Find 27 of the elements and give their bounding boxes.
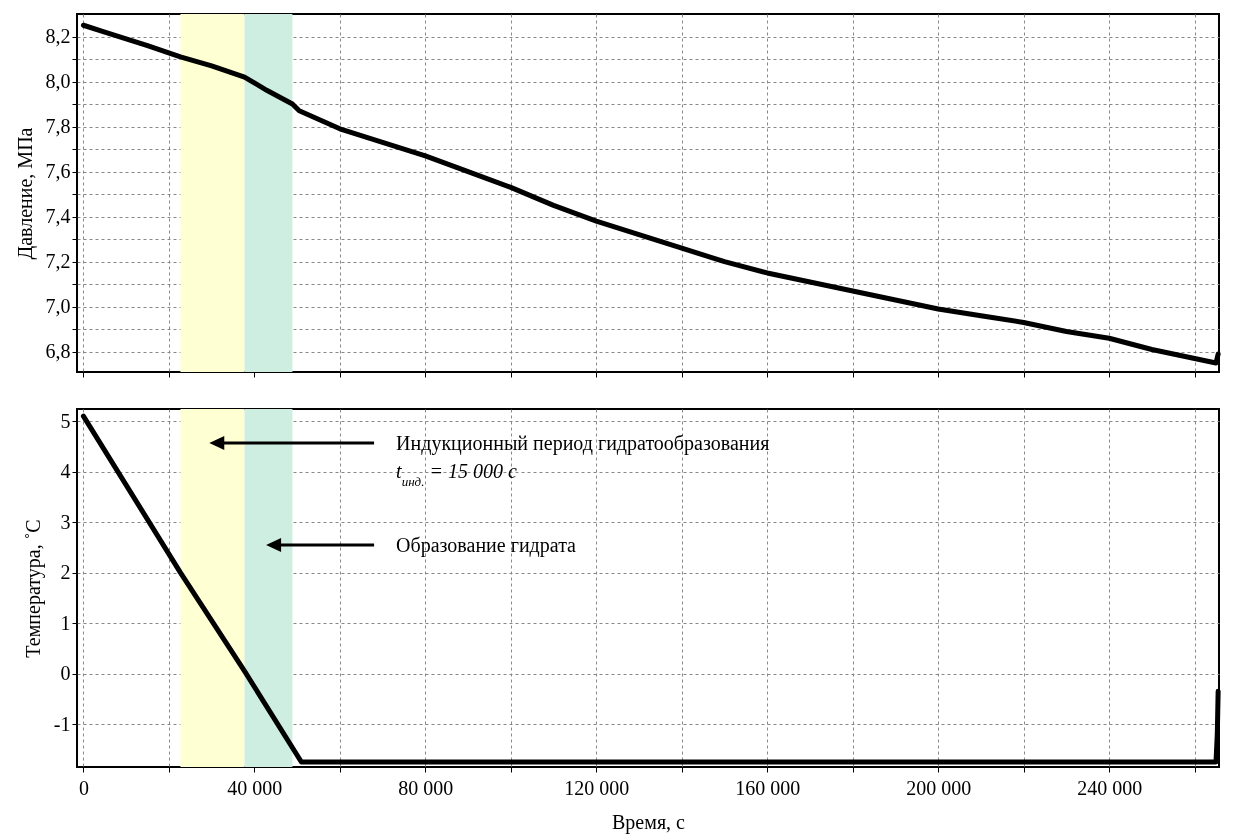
y-tick-label: 7,8 [45, 115, 71, 138]
y-tick-label: 7,6 [45, 160, 71, 183]
y-tick-label: 3 [60, 510, 71, 533]
y-axis-title: Температура, ˚С [21, 519, 45, 658]
y-tick-label: 8,2 [45, 25, 71, 48]
y-tick-label: 7,2 [45, 250, 71, 273]
y-tick-label: 6,8 [45, 340, 71, 363]
x-tick-label: 0 [78, 776, 89, 799]
x-axis-title: Время, с [612, 810, 686, 834]
annotation: Образование гидрата [396, 534, 577, 557]
annotation: Индукционный период гидратообразования t$_{инд.}$ = 15 000 с [396, 432, 770, 489]
y-tick-label: -1 [53, 712, 71, 735]
y-tick-label: 8,0 [45, 70, 71, 93]
x-tick-label: 120 000 [564, 776, 630, 799]
y-tick-label: 4 [60, 460, 71, 483]
y-tick-label: 5 [60, 409, 71, 432]
y-tick-label: 7,4 [45, 205, 71, 228]
x-tick-label: 200 000 [906, 776, 972, 799]
x-tick-label: 80 000 [398, 776, 454, 799]
x-tick-label: 240 000 [1077, 776, 1143, 799]
y-tick-label: 0 [60, 662, 71, 685]
y-tick-label: 7,0 [45, 295, 71, 318]
x-tick-label: 160 000 [735, 776, 801, 799]
y-tick-label: 1 [60, 611, 71, 634]
y-tick-label: 2 [60, 561, 71, 584]
x-tick-label: 40 000 [227, 776, 283, 799]
y-axis-title: Давление, МПа [13, 127, 37, 260]
